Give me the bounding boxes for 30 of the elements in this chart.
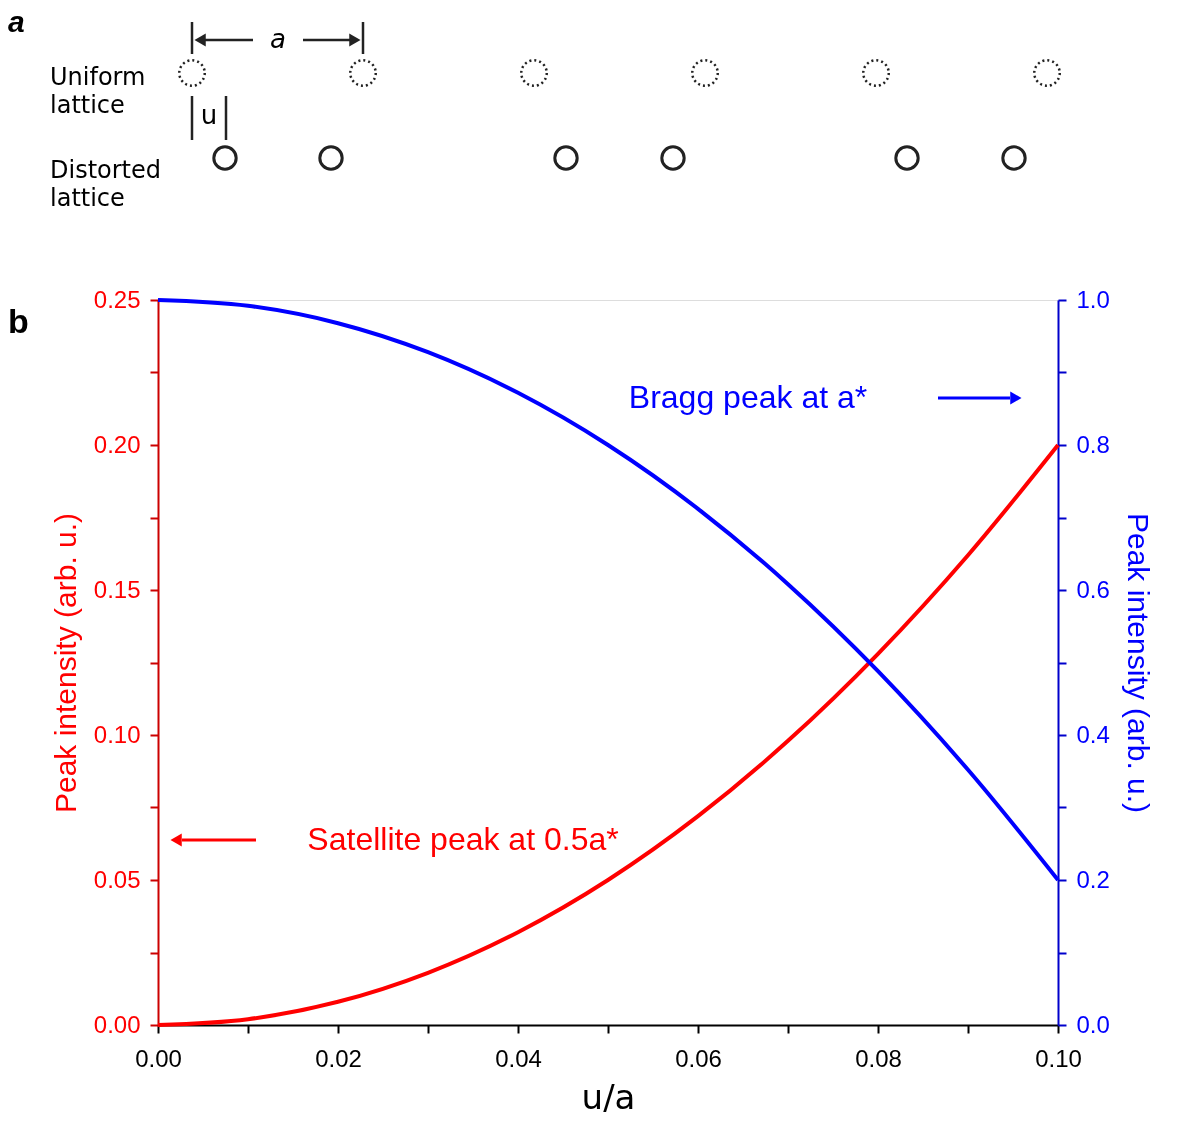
y2-tick-label: 0.8	[1076, 430, 1110, 458]
y-tick-label: 0.00	[93, 1010, 141, 1038]
y2-tick-label: 0.2	[1076, 865, 1110, 893]
text: Uniform lattice	[50, 63, 146, 119]
x-tick-label: 0.02	[315, 1044, 362, 1072]
line-series	[156, 298, 1060, 882]
y-tick-label: 0.10	[93, 720, 141, 748]
y2-axis-title: Peak intensity (arb. u.)	[1121, 512, 1155, 814]
y-axis-title: Peak intensity (arb. u.)	[48, 512, 82, 814]
y-tick-label: 0.25	[93, 285, 141, 313]
x-tick-label: 0.10	[1035, 1044, 1082, 1072]
text: Distorted lattice	[50, 156, 162, 212]
text: a	[270, 24, 286, 54]
annotation: Bragg peak at a*	[628, 379, 868, 415]
text: a	[8, 5, 25, 38]
y-tick-label: 0.15	[93, 575, 141, 603]
x-tick-label: 0.08	[855, 1044, 902, 1072]
x-tick-label: 0.06	[675, 1044, 722, 1072]
y-tick-label: 0.20	[93, 430, 141, 458]
x-tick-label: 0.04	[495, 1044, 542, 1072]
y2-tick-label: 0.6	[1076, 575, 1110, 603]
y2-tick-label: 0.4	[1076, 720, 1110, 748]
annotation: Satellite peak at 0.5a*	[307, 821, 619, 857]
y2-tick-label: 1.0	[1076, 285, 1110, 313]
chart-title: b	[8, 302, 29, 340]
y-tick-label: 0.05	[93, 865, 141, 893]
x-tick-label: 0.00	[135, 1044, 182, 1072]
x-axis-title: u/a	[581, 1076, 636, 1117]
y2-tick-label: 0.0	[1076, 1010, 1110, 1038]
text: u	[200, 100, 218, 130]
